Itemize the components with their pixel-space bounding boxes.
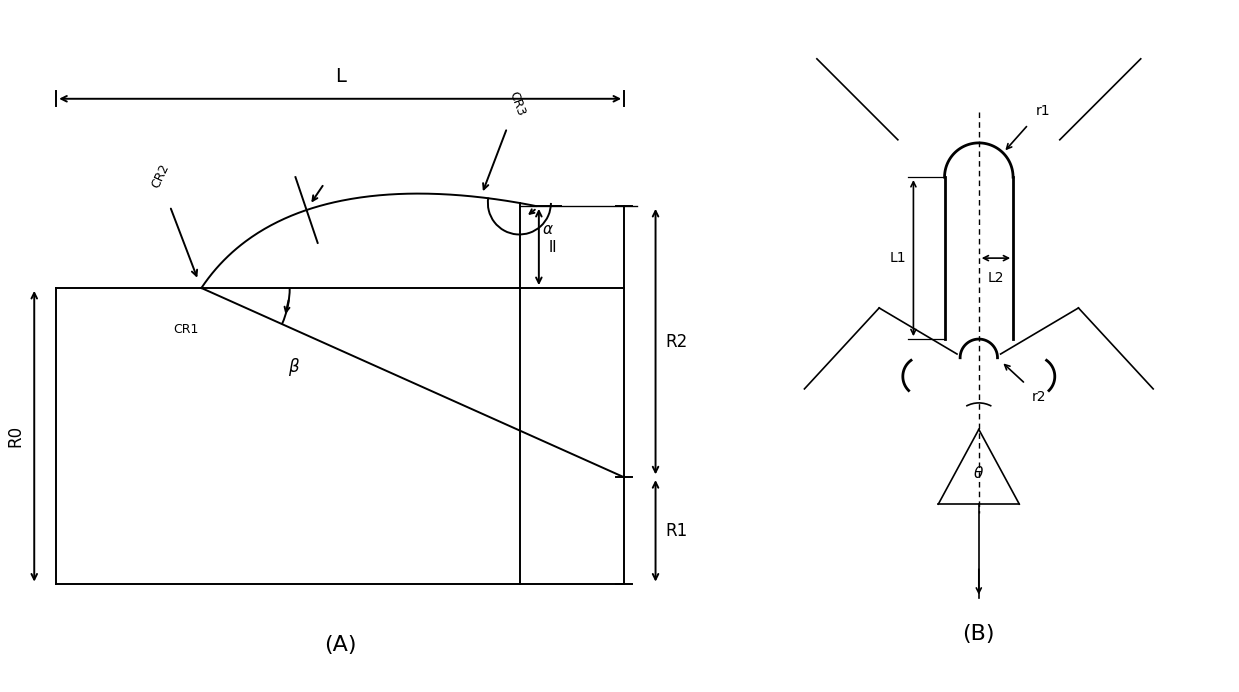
Text: (A): (A) bbox=[323, 635, 357, 655]
Text: CR2: CR2 bbox=[149, 162, 172, 190]
Text: L2: L2 bbox=[987, 271, 1004, 284]
Text: θ: θ bbox=[974, 466, 984, 480]
Text: R1: R1 bbox=[665, 522, 688, 540]
Text: (B): (B) bbox=[963, 624, 995, 644]
Text: r1: r1 bbox=[1036, 104, 1051, 118]
Text: L: L bbox=[335, 67, 346, 86]
Text: R2: R2 bbox=[665, 333, 688, 351]
Text: r2: r2 bbox=[1032, 390, 1046, 404]
Text: CR3: CR3 bbox=[507, 90, 527, 118]
Text: L1: L1 bbox=[890, 251, 906, 265]
Text: ll: ll bbox=[549, 239, 556, 255]
Text: R0: R0 bbox=[6, 425, 25, 447]
Text: α: α bbox=[543, 222, 553, 237]
Text: CR1: CR1 bbox=[173, 322, 198, 336]
Text: β: β bbox=[289, 358, 299, 376]
